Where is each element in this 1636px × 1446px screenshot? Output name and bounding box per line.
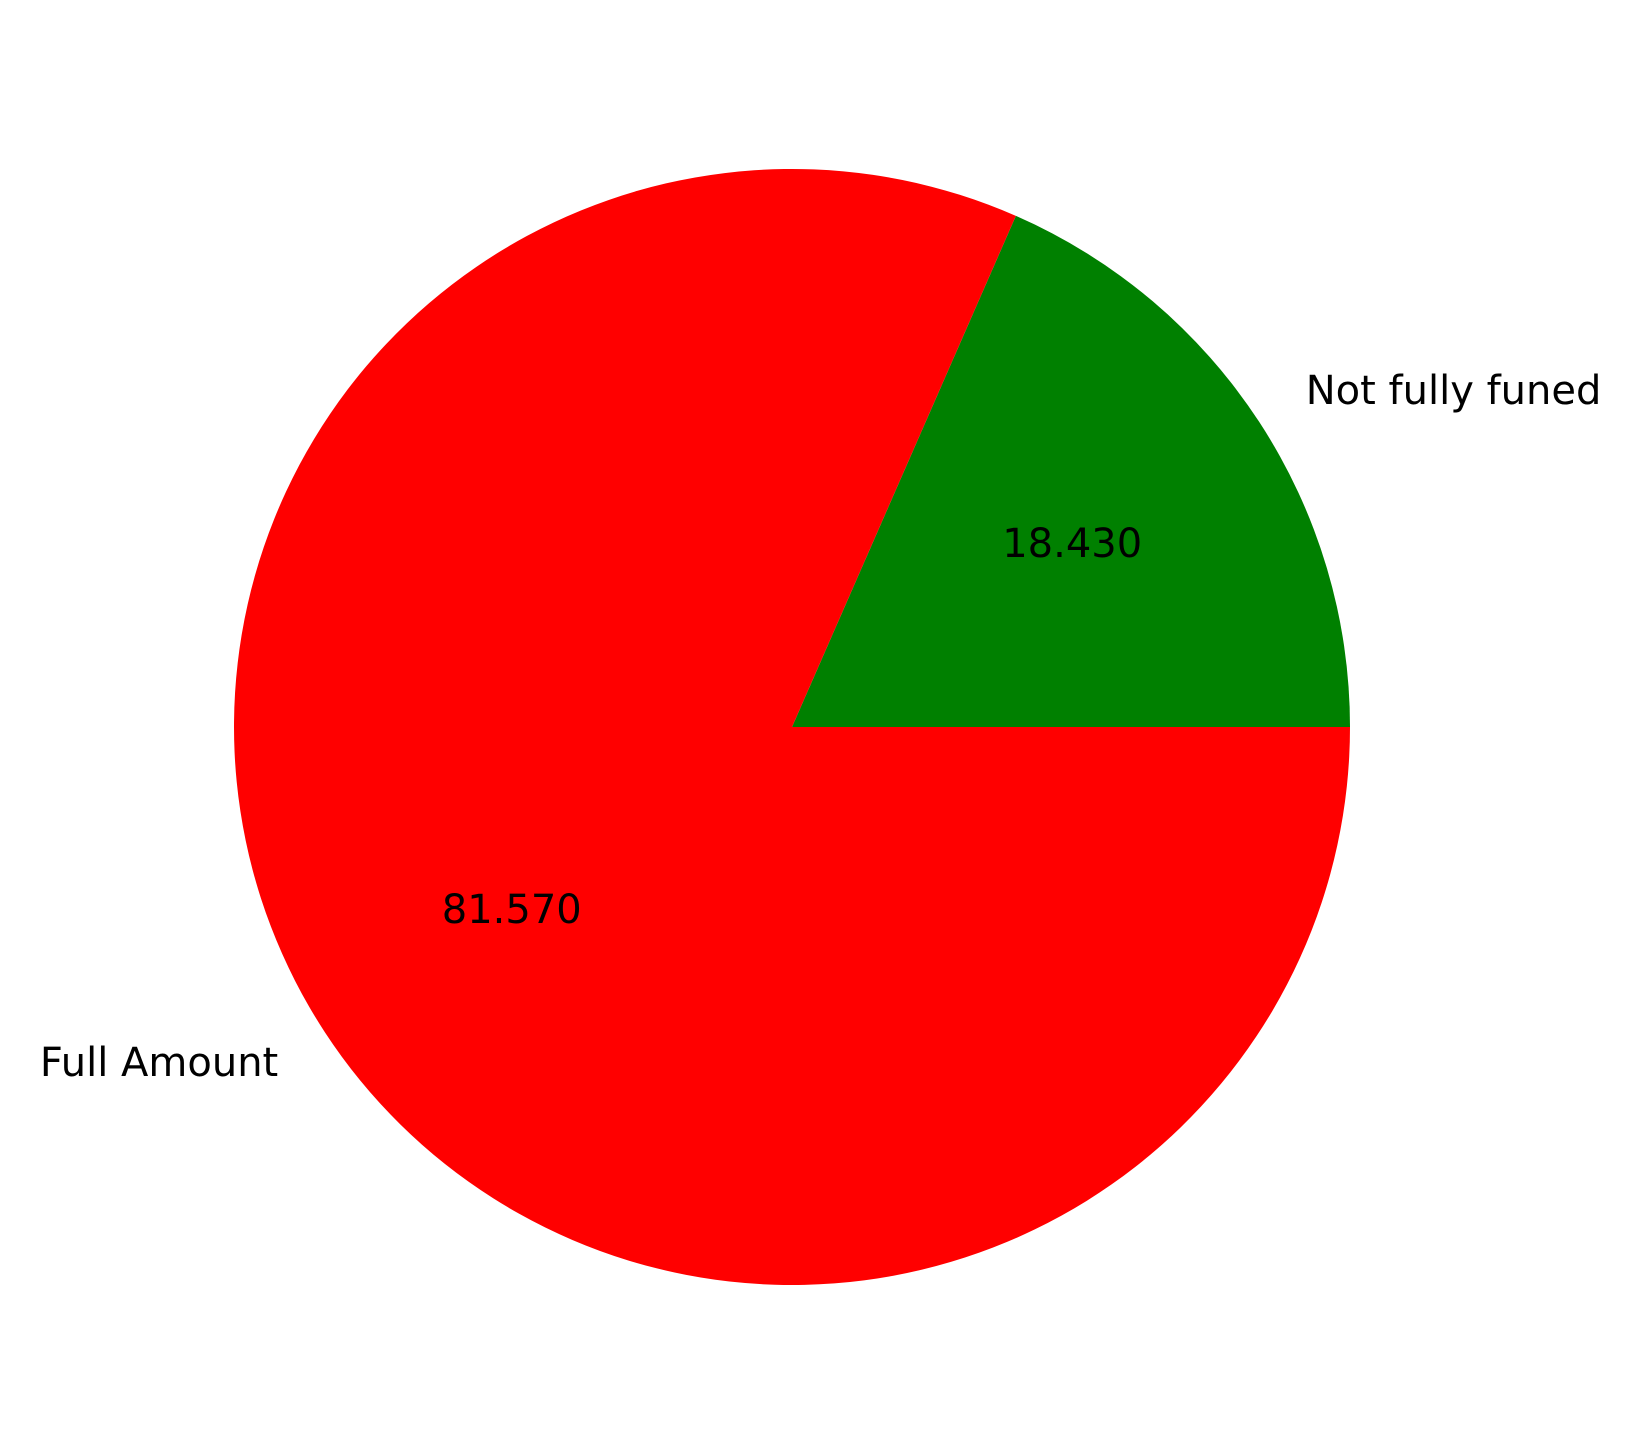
pie-slice-0	[792, 215, 1350, 727]
slice-category-label: Full Amount	[40, 1040, 278, 1086]
pie-slices	[234, 168, 1351, 1285]
slice-category-label: Not fully funed	[1306, 368, 1602, 414]
slice-value-label: 81.570	[442, 887, 582, 933]
slice-value-label: 18.430	[1002, 521, 1142, 567]
pie-slice-1	[234, 168, 1351, 1285]
pie-labels: 18.430 Not fully funed 81.570 Full Amount	[40, 368, 1601, 1086]
